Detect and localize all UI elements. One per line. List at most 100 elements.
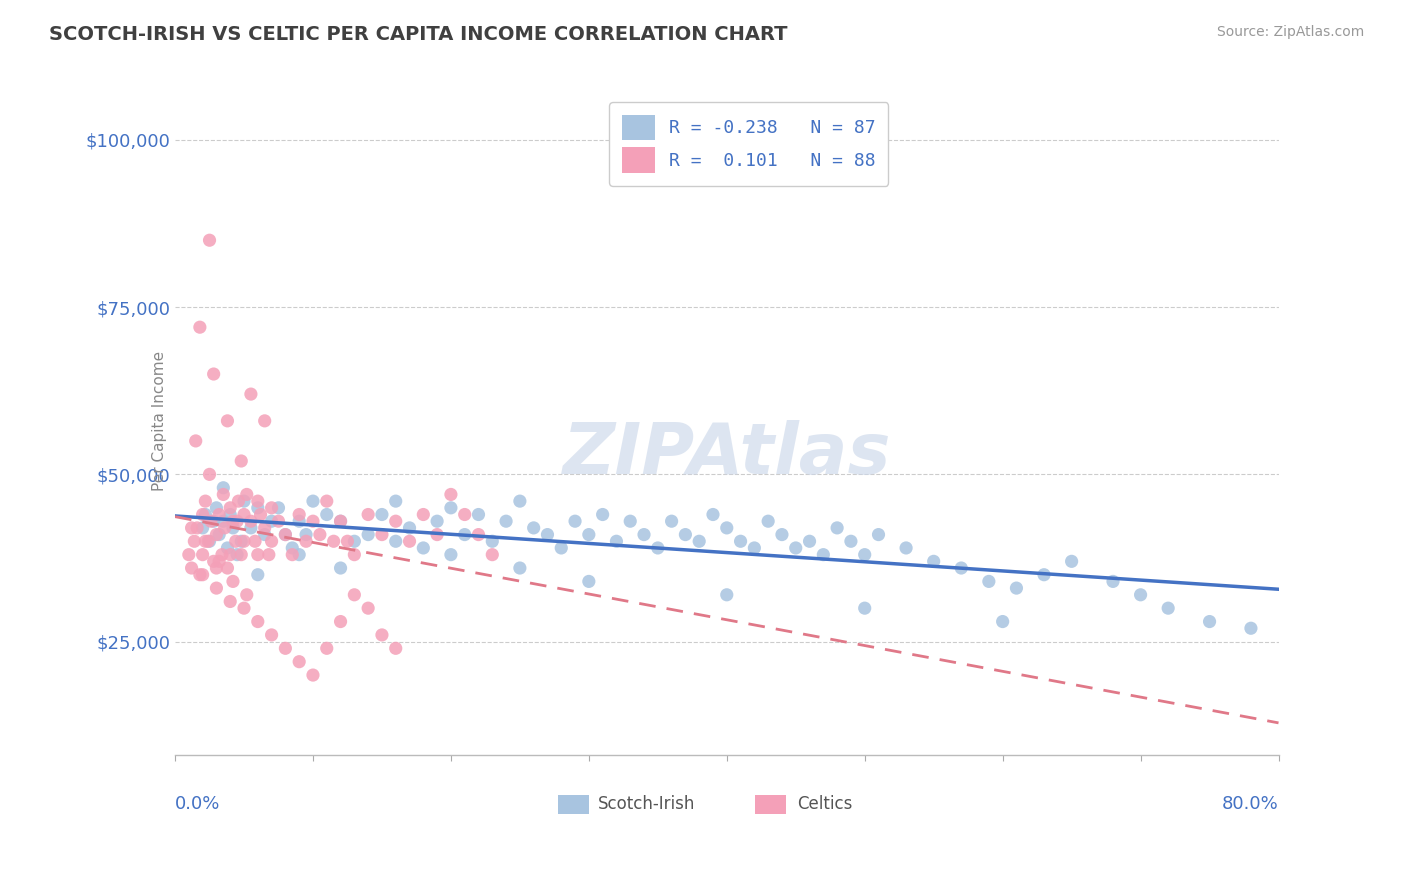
Point [249,508,271,522]
Point [274,527,297,541]
Point [839,534,862,549]
Point [1240,621,1263,635]
Point [302,494,325,508]
Point [454,508,477,522]
Point [384,641,406,656]
Point [336,534,359,549]
Point [509,494,531,508]
Point [578,527,600,541]
Point [274,641,297,656]
Point [1060,554,1083,568]
Point [536,527,558,541]
Point [481,534,503,549]
Point [214,521,236,535]
Point [226,514,249,528]
Point [1198,615,1220,629]
Text: 80.0%: 80.0% [1222,796,1278,814]
Point [260,534,283,549]
Text: ZIPAtlas: ZIPAtlas [562,420,891,489]
Point [633,527,655,541]
Point [1157,601,1180,615]
Point [825,521,848,535]
Point [357,527,380,541]
Point [281,541,304,555]
Point [239,387,262,401]
Y-axis label: Per Capita Income: Per Capita Income [152,351,167,491]
Point [756,514,779,528]
Point [231,548,253,562]
Point [194,534,217,549]
Point [440,548,463,562]
Point [267,514,290,528]
Point [253,527,276,541]
Point [212,514,235,528]
Point [222,574,245,589]
Point [219,500,242,515]
Point [357,601,380,615]
Point [702,508,724,522]
Point [253,521,276,535]
Point [454,527,477,541]
Point [440,487,463,501]
Point [222,514,245,528]
Point [231,454,253,468]
Point [426,514,449,528]
Point [716,521,738,535]
Point [853,548,876,562]
Point [357,508,380,522]
Point [523,521,546,535]
Point [1129,588,1152,602]
Point [315,508,337,522]
Point [322,534,344,549]
Point [236,588,259,602]
Point [785,541,807,555]
Point [205,561,228,575]
Text: Source: ZipAtlas.com: Source: ZipAtlas.com [1216,25,1364,39]
Point [371,628,394,642]
Point [225,534,247,549]
Point [219,594,242,608]
Point [329,514,352,528]
Point [688,534,710,549]
Point [371,508,394,522]
Point [246,615,269,629]
Point [200,514,222,528]
Point [231,534,253,549]
Point [208,508,231,522]
Point [550,541,572,555]
Point [205,527,228,541]
Point [205,500,228,515]
Point [202,554,225,568]
Point [977,574,1000,589]
Point [343,588,366,602]
Point [208,554,231,568]
Point [605,534,627,549]
Point [481,548,503,562]
Point [412,541,434,555]
Point [647,541,669,555]
Point [868,527,890,541]
Point [217,541,239,555]
Point [198,534,221,549]
Point [194,508,217,522]
Point [233,494,256,508]
Point [288,514,311,528]
Point [222,521,245,535]
Text: Celtics: Celtics [797,795,852,813]
Point [578,574,600,589]
Point [288,655,311,669]
Point [180,521,202,535]
Point [219,548,242,562]
Point [191,521,214,535]
Point [619,514,641,528]
Point [716,588,738,602]
Point [191,567,214,582]
Point [246,567,269,582]
Text: SCOTCH-IRISH VS CELTIC PER CAPITA INCOME CORRELATION CHART: SCOTCH-IRISH VS CELTIC PER CAPITA INCOME… [49,25,787,44]
Point [184,434,207,448]
Point [183,534,205,549]
Point [950,561,973,575]
Point [315,494,337,508]
Point [894,541,917,555]
Point [309,527,332,541]
